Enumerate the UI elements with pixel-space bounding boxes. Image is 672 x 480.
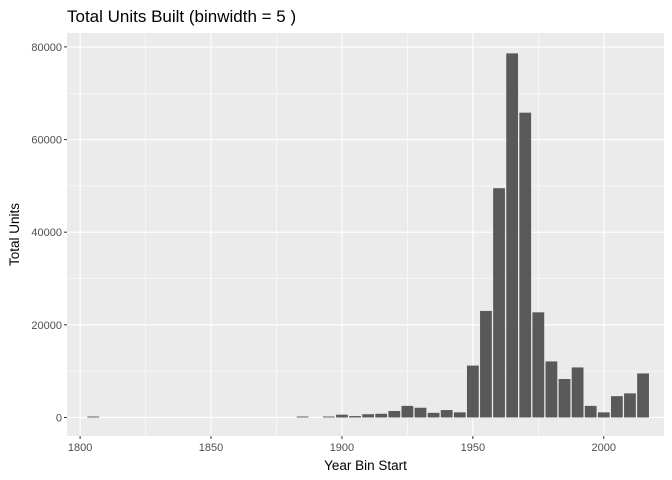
bar: [401, 405, 414, 418]
bar: [597, 412, 610, 418]
y-tick-label: 20000: [31, 320, 62, 332]
bar: [493, 188, 505, 418]
bar: [322, 416, 335, 418]
x-tick-label: 1950: [461, 442, 485, 454]
y-tick-label: 40000: [31, 227, 62, 239]
bar: [414, 407, 427, 418]
x-axis-title: Year Bin Start: [324, 458, 407, 473]
plot-panel: [67, 33, 664, 436]
bar: [427, 412, 440, 418]
bar: [584, 405, 597, 418]
bar: [336, 414, 348, 418]
bar: [545, 361, 558, 418]
bar: [506, 53, 519, 418]
bar: [349, 416, 361, 418]
y-tick-label: 60000: [31, 135, 62, 147]
x-tick-label: 1800: [68, 442, 92, 454]
x-tick-label: 1900: [330, 442, 354, 454]
bar: [519, 112, 532, 418]
y-axis-title: Total Units: [7, 203, 22, 266]
x-tick-label: 2000: [592, 442, 616, 454]
bar: [87, 416, 100, 418]
bar: [610, 396, 623, 418]
chart-title: Total Units Built (binwidth = 5 ): [67, 7, 296, 26]
bar: [558, 379, 571, 418]
y-axis: 0 20000 40000 60000 80000: [31, 42, 67, 424]
bar: [362, 414, 375, 418]
grid-minor: [67, 33, 664, 436]
bar: [571, 367, 584, 418]
bar: [637, 373, 649, 418]
bar: [440, 410, 453, 418]
x-tick-label: 1850: [199, 442, 223, 454]
bar: [532, 312, 545, 418]
y-tick-label: 80000: [31, 42, 62, 54]
bar: [624, 393, 636, 418]
bar: [388, 410, 401, 418]
y-tick-label: 0: [56, 412, 62, 424]
bars: [87, 53, 649, 418]
bar: [480, 310, 492, 418]
bar: [453, 412, 466, 418]
bar: [296, 416, 309, 418]
bar: [466, 365, 479, 418]
bar: [375, 413, 388, 418]
x-axis: 1800 1850 1900 1950 2000: [68, 436, 616, 454]
